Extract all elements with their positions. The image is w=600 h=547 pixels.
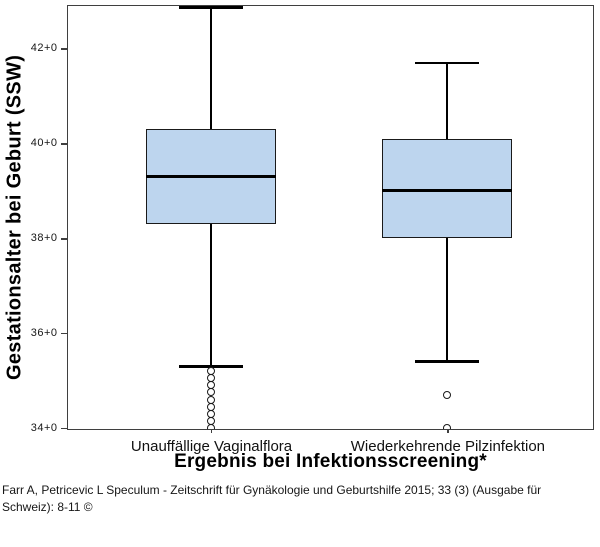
- whisker-cap-bottom: [179, 365, 244, 368]
- y-axis-title: Gestationsalter bei Geburt (SSW): [3, 54, 26, 381]
- median-line: [146, 175, 277, 179]
- citation-text: Farr A, Petricevic L Speculum - Zeitschr…: [2, 483, 542, 515]
- whisker-cap-bottom: [415, 360, 480, 363]
- plot-area: [67, 5, 594, 430]
- plot-clip-region: [68, 6, 593, 429]
- box-rect: [382, 138, 513, 239]
- outlier-point: [443, 390, 452, 399]
- x-axis-title: Ergebnis bei Infektionsscreening*: [174, 451, 487, 472]
- whisker-cap-top: [179, 6, 244, 9]
- outlier-point: [443, 424, 452, 429]
- outlier-point: [207, 424, 216, 429]
- box-group: [68, 6, 593, 429]
- median-line: [382, 189, 513, 193]
- box-group: [68, 6, 593, 429]
- whisker-cap-top: [415, 61, 480, 65]
